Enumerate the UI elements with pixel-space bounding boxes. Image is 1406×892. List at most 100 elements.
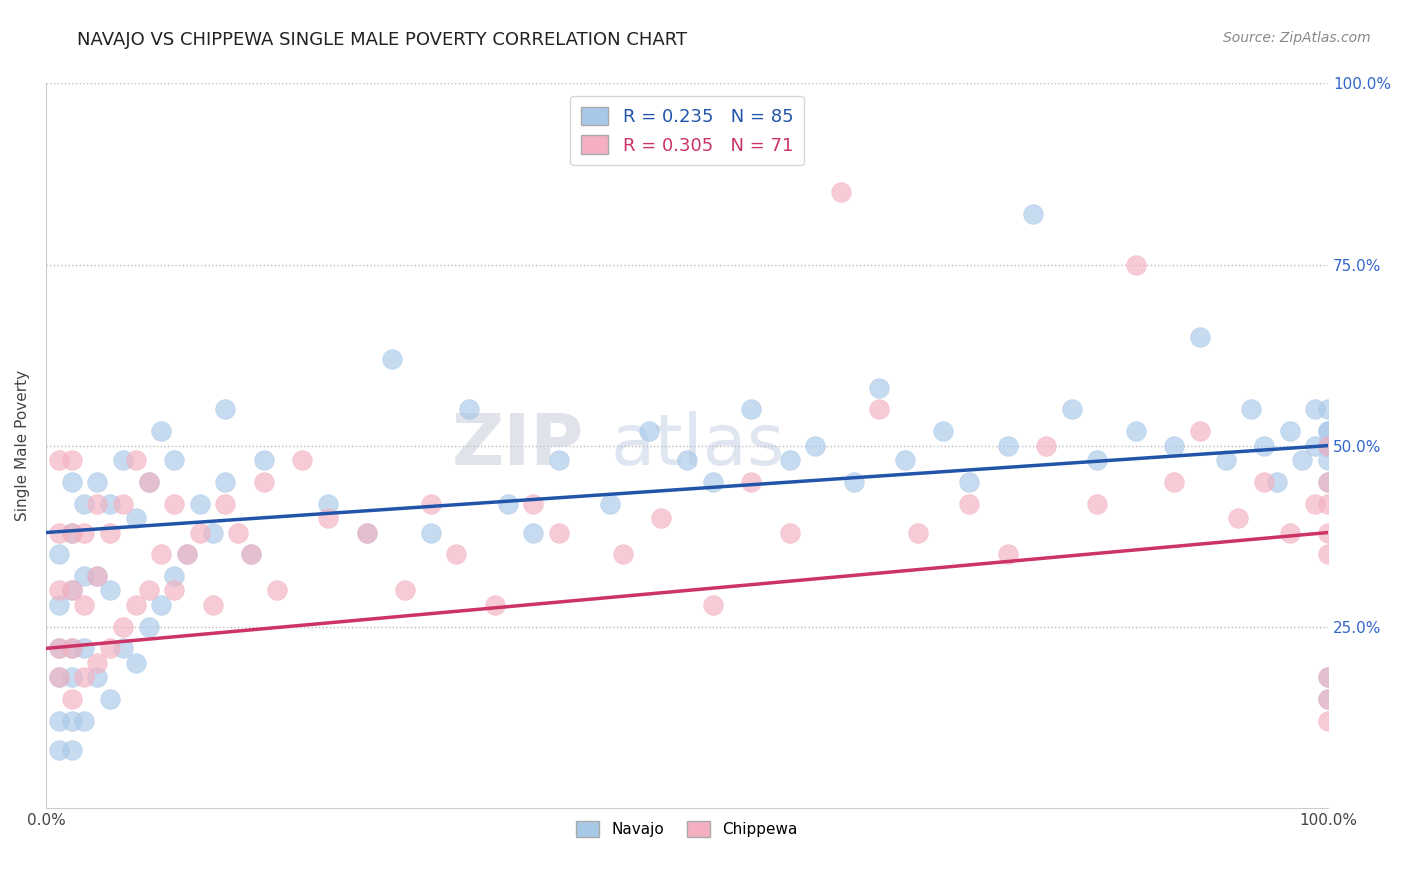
Point <box>125 598 148 612</box>
Point <box>86 656 108 670</box>
Point <box>1227 511 1250 525</box>
Point <box>214 475 236 489</box>
Point <box>1317 547 1340 561</box>
Point <box>1317 439 1340 453</box>
Legend: Navajo, Chippewa: Navajo, Chippewa <box>571 815 804 844</box>
Point <box>86 497 108 511</box>
Point <box>381 351 404 366</box>
Point <box>111 453 134 467</box>
Point <box>599 497 621 511</box>
Point <box>240 547 263 561</box>
Point <box>48 525 70 540</box>
Point <box>779 453 801 467</box>
Point <box>73 569 96 583</box>
Point <box>60 743 83 757</box>
Point <box>907 525 929 540</box>
Text: atlas: atlas <box>610 411 785 480</box>
Point <box>138 583 160 598</box>
Point <box>150 598 173 612</box>
Point <box>73 641 96 656</box>
Point <box>86 475 108 489</box>
Point <box>48 714 70 728</box>
Point <box>48 547 70 561</box>
Point <box>111 497 134 511</box>
Point <box>73 497 96 511</box>
Point <box>1188 424 1211 438</box>
Point <box>98 692 121 706</box>
Point <box>98 525 121 540</box>
Point <box>86 670 108 684</box>
Point <box>163 453 186 467</box>
Point <box>997 547 1019 561</box>
Point <box>1035 439 1057 453</box>
Point <box>547 453 569 467</box>
Point <box>1278 525 1301 540</box>
Point <box>676 453 699 467</box>
Point <box>48 670 70 684</box>
Point <box>637 424 659 438</box>
Point <box>48 641 70 656</box>
Point <box>150 424 173 438</box>
Point <box>163 569 186 583</box>
Point <box>1060 402 1083 417</box>
Point <box>60 670 83 684</box>
Point <box>214 402 236 417</box>
Point <box>150 547 173 561</box>
Point <box>1317 475 1340 489</box>
Point <box>111 641 134 656</box>
Point <box>60 525 83 540</box>
Point <box>1317 402 1340 417</box>
Point <box>86 569 108 583</box>
Point <box>932 424 955 438</box>
Point <box>868 381 890 395</box>
Point <box>60 641 83 656</box>
Text: Source: ZipAtlas.com: Source: ZipAtlas.com <box>1223 31 1371 45</box>
Point <box>291 453 314 467</box>
Point <box>868 402 890 417</box>
Point <box>356 525 378 540</box>
Point <box>138 475 160 489</box>
Point <box>98 497 121 511</box>
Point <box>702 475 724 489</box>
Point <box>1085 497 1108 511</box>
Point <box>740 402 762 417</box>
Point <box>48 670 70 684</box>
Point <box>1305 439 1327 453</box>
Point <box>1125 424 1147 438</box>
Point <box>60 583 83 598</box>
Point <box>316 497 339 511</box>
Point <box>1317 525 1340 540</box>
Point <box>1317 439 1340 453</box>
Point <box>419 497 441 511</box>
Point <box>98 641 121 656</box>
Point <box>419 525 441 540</box>
Point <box>163 583 186 598</box>
Point <box>1163 439 1185 453</box>
Point <box>1317 475 1340 489</box>
Point <box>779 525 801 540</box>
Point <box>253 453 276 467</box>
Point <box>1317 424 1340 438</box>
Point <box>1265 475 1288 489</box>
Point <box>60 641 83 656</box>
Point <box>138 475 160 489</box>
Point <box>98 583 121 598</box>
Point <box>201 598 224 612</box>
Point <box>60 475 83 489</box>
Point <box>547 525 569 540</box>
Point <box>138 620 160 634</box>
Point <box>1305 402 1327 417</box>
Point <box>48 598 70 612</box>
Point <box>240 547 263 561</box>
Point <box>176 547 198 561</box>
Point <box>1317 497 1340 511</box>
Point <box>111 620 134 634</box>
Point <box>188 497 211 511</box>
Point <box>176 547 198 561</box>
Point <box>1317 692 1340 706</box>
Point <box>214 497 236 511</box>
Point <box>1278 424 1301 438</box>
Point <box>125 511 148 525</box>
Point <box>60 453 83 467</box>
Point <box>163 497 186 511</box>
